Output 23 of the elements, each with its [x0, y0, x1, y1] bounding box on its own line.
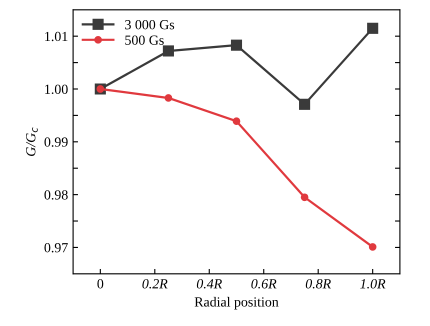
point — [299, 98, 310, 110]
y-tick-label: 0.99 — [44, 137, 68, 147]
x-tick-label: 0.4R — [196, 279, 222, 289]
legend-label: 500 Gs — [125, 35, 164, 45]
x-tick-label: 0.6R — [251, 279, 276, 289]
y-tick-label: 1.00 — [45, 84, 68, 94]
point — [232, 117, 240, 126]
point — [162, 45, 174, 57]
x-tick-label: 0.8R — [306, 279, 331, 289]
point — [367, 22, 378, 34]
x-tick-label: 0 — [97, 279, 104, 288]
y-tick-label: 1.01 — [45, 32, 68, 42]
x-tick-label: 1.0R — [360, 279, 386, 289]
point — [368, 243, 376, 251]
point — [300, 193, 308, 202]
y-axis-title: G/G$_{c}$ — [26, 127, 38, 156]
x-axis-title: Radial position — [194, 296, 279, 310]
point — [164, 94, 172, 102]
y-tick-label: 0.97 — [44, 243, 68, 252]
x-tick-label: 0.2R — [142, 279, 168, 289]
legend-label: 3 000 Gs — [125, 20, 174, 30]
point — [230, 40, 242, 51]
y-tick-label: 0.98 — [44, 190, 68, 200]
